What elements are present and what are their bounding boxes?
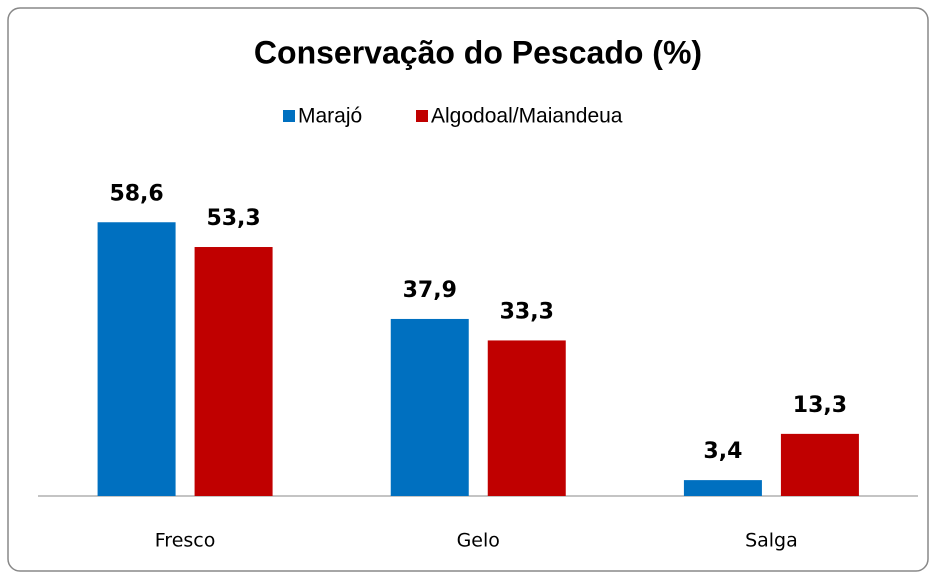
data-label: 33,3 xyxy=(500,299,554,324)
x-tick-label: Fresco xyxy=(155,530,216,552)
legend-swatch xyxy=(416,110,428,122)
data-label: 13,3 xyxy=(793,393,847,418)
bar xyxy=(194,247,273,496)
bar xyxy=(97,222,176,497)
legend-label: Algodoal/Maiandeua xyxy=(431,105,623,128)
legend-swatch xyxy=(283,110,295,122)
x-tick-label: Gelo xyxy=(457,530,500,552)
bar xyxy=(390,318,469,496)
bar xyxy=(780,433,859,496)
chart-title: Conservação do Pescado (%) xyxy=(254,34,702,70)
data-label: 3,4 xyxy=(703,439,742,464)
data-label: 53,3 xyxy=(206,206,260,231)
legend-label: Marajó xyxy=(298,105,362,128)
data-label: 58,6 xyxy=(109,181,163,206)
bar xyxy=(487,340,566,496)
data-label: 37,9 xyxy=(403,278,457,303)
x-tick-label: Salga xyxy=(745,530,798,552)
bar xyxy=(683,480,762,496)
